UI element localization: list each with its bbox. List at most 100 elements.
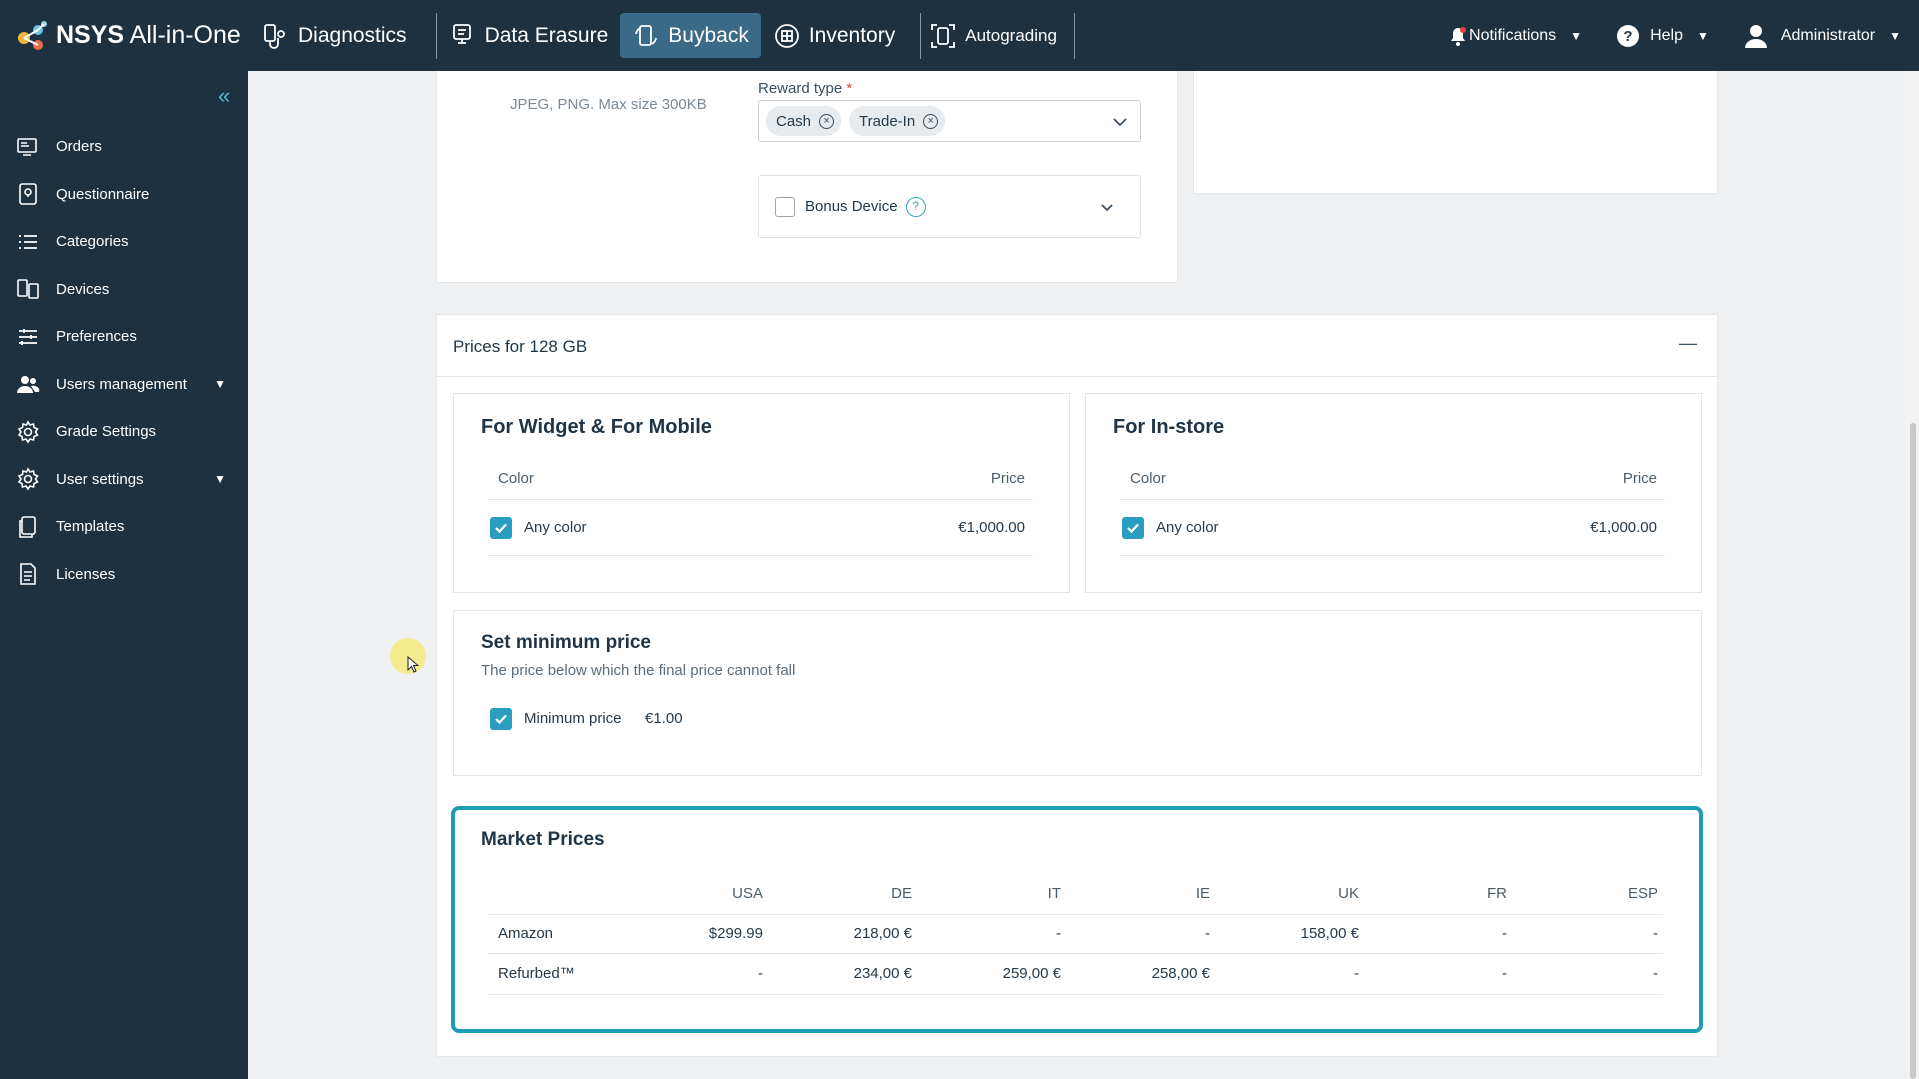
sidebar-item-licenses[interactable]: Licenses bbox=[0, 551, 248, 599]
sidebar-item-grade-settings[interactable]: Grade Settings bbox=[0, 408, 248, 456]
market-prices-title: Market Prices bbox=[481, 829, 605, 850]
divider bbox=[488, 555, 1033, 556]
bonus-device-checkbox[interactable] bbox=[775, 196, 795, 217]
in-store-price-value[interactable]: €1,000.00 bbox=[1590, 519, 1657, 536]
widget-price-value[interactable]: €1,000.00 bbox=[958, 519, 1025, 536]
page-scrollbar[interactable] bbox=[1905, 71, 1919, 1079]
questionnaire-icon bbox=[19, 183, 37, 206]
col-ie: IE bbox=[1195, 885, 1210, 902]
notifications-menu[interactable]: Notifications ▼ bbox=[1447, 25, 1582, 47]
nav-autograding[interactable]: Autograding bbox=[921, 0, 1075, 71]
minimum-price-checkbox[interactable] bbox=[490, 708, 512, 730]
mouse-cursor-icon bbox=[407, 656, 419, 673]
collapse-section-icon[interactable]: — bbox=[1679, 333, 1697, 353]
sidebar-item-templates[interactable]: Templates bbox=[0, 503, 248, 551]
sidebar-item-preferences[interactable]: Preferences bbox=[0, 313, 248, 361]
active-pill bbox=[620, 13, 761, 58]
sidebar-item-label: Devices bbox=[56, 280, 110, 298]
minimum-price-title: Set minimum price bbox=[481, 632, 651, 653]
nav-data-erasure[interactable]: Data Erasure bbox=[437, 0, 621, 71]
col-price: Price bbox=[990, 470, 1025, 487]
notifications-label: Notifications bbox=[1469, 26, 1557, 44]
market-cell: - bbox=[1502, 925, 1507, 942]
collapse-sidebar-icon[interactable]: « bbox=[218, 83, 231, 108]
sidebar-item-devices[interactable]: Devices bbox=[0, 266, 248, 314]
market-cell: 218,00 € bbox=[853, 925, 912, 942]
market-prices-card bbox=[451, 806, 1703, 1033]
nav-label: Buyback bbox=[668, 23, 749, 47]
nav-buyback[interactable]: Buyback bbox=[620, 0, 761, 71]
user-icon bbox=[1744, 24, 1767, 48]
any-color-label: Any color bbox=[1156, 519, 1219, 536]
minimum-price-label: Minimum price bbox=[524, 710, 622, 727]
brand-name: NSYS All-in-One bbox=[56, 21, 241, 49]
chip-cash: Cash × bbox=[766, 106, 842, 136]
sidebar-item-label: Templates bbox=[56, 518, 125, 536]
help-menu[interactable]: ? Help ▼ bbox=[1616, 24, 1709, 48]
col-price: Price bbox=[1622, 470, 1657, 487]
brand[interactable]: NSYS All-in-One bbox=[0, 0, 250, 71]
caret-down-icon: ▼ bbox=[1696, 28, 1709, 43]
help-icon[interactable]: ? bbox=[905, 196, 926, 217]
sidebar-item-label: Orders bbox=[56, 138, 102, 156]
chevron-down-icon[interactable] bbox=[1112, 114, 1128, 130]
remove-chip-icon[interactable]: × bbox=[819, 113, 835, 129]
sidebar-item-user-settings[interactable]: User settings ▼ bbox=[0, 456, 248, 504]
nav-diagnostics[interactable]: Diagnostics bbox=[250, 0, 419, 71]
nav-inventory[interactable]: Inventory bbox=[761, 0, 922, 71]
caret-down-icon: ▼ bbox=[214, 377, 226, 392]
bonus-device-panel[interactable]: Bonus Device ? bbox=[758, 175, 1141, 238]
divider bbox=[488, 994, 1663, 995]
in-store-card bbox=[1085, 393, 1702, 593]
document-icon bbox=[20, 563, 36, 586]
side-info-card bbox=[1193, 71, 1718, 194]
col-esp: ESP bbox=[1627, 885, 1658, 902]
bonus-device-label: Bonus Device bbox=[805, 198, 898, 215]
sidebar: « Orders Questionnaire Categories Device… bbox=[0, 71, 248, 1079]
sidebar-item-users-management[interactable]: Users management ▼ bbox=[0, 361, 248, 409]
sidebar-item-categories[interactable]: Categories bbox=[0, 218, 248, 266]
market-cell: - bbox=[1502, 965, 1507, 982]
nsys-logo-icon bbox=[18, 20, 47, 50]
sidebar-item-orders[interactable]: Orders bbox=[0, 123, 248, 171]
scrollbar-thumb[interactable] bbox=[1910, 423, 1916, 1079]
market-cell: 234,00 € bbox=[853, 965, 912, 982]
required-mark: * bbox=[846, 80, 853, 97]
sidebar-item-label: Licenses bbox=[56, 565, 116, 583]
remove-chip-icon[interactable]: × bbox=[923, 113, 939, 129]
col-color: Color bbox=[498, 470, 534, 487]
widget-mobile-card bbox=[453, 393, 1070, 593]
bell-icon bbox=[1451, 26, 1467, 46]
reward-type-select[interactable]: Cash × Trade-In × bbox=[758, 100, 1141, 142]
widget-mobile-title: For Widget & For Mobile bbox=[481, 416, 712, 438]
chip-label: Trade-In bbox=[859, 112, 916, 130]
col-uk: UK bbox=[1338, 885, 1359, 902]
any-color-checkbox[interactable] bbox=[490, 517, 512, 539]
prices-title: Prices for 128 GB bbox=[453, 337, 588, 356]
market-cell: - bbox=[1653, 965, 1658, 982]
market-row-source: Refurbed™ bbox=[498, 965, 575, 982]
chevron-down-icon[interactable] bbox=[1100, 201, 1114, 215]
user-menu[interactable]: Administrator ▼ bbox=[1743, 23, 1901, 49]
sidebar-item-questionnaire[interactable]: Questionnaire bbox=[0, 171, 248, 219]
nav-separator bbox=[419, 0, 437, 71]
nav-label: Inventory bbox=[808, 23, 896, 47]
list-icon bbox=[19, 234, 37, 249]
col-fr: FR bbox=[1487, 885, 1507, 902]
market-cell: - bbox=[1653, 925, 1658, 942]
caret-down-icon: ▼ bbox=[1889, 28, 1901, 43]
top-right-controls: Notifications ▼ ? Help ▼ Administrator ▼ bbox=[1447, 0, 1919, 71]
sidebar-item-label: Questionnaire bbox=[56, 185, 150, 203]
minimum-price-value[interactable]: €1.00 bbox=[645, 710, 683, 727]
erasure-icon bbox=[452, 23, 471, 44]
col-color: Color bbox=[1130, 470, 1166, 487]
sidebar-item-label: Preferences bbox=[56, 328, 137, 346]
divider bbox=[488, 499, 1033, 500]
reward-type-label: Reward type * bbox=[758, 80, 852, 97]
any-color-checkbox[interactable] bbox=[1122, 517, 1144, 539]
col-de: DE bbox=[891, 885, 912, 902]
chip-label: Cash bbox=[776, 112, 812, 130]
in-store-title: For In-store bbox=[1113, 416, 1225, 438]
devices-icon bbox=[17, 279, 39, 300]
col-usa: USA bbox=[732, 885, 763, 902]
